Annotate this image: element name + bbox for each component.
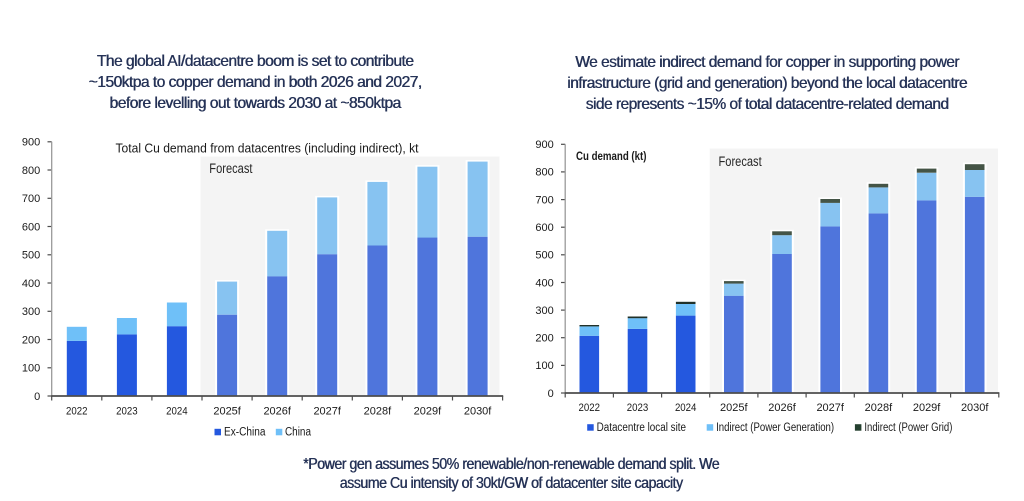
- svg-text:500: 500: [22, 250, 40, 262]
- svg-text:Cu demand (kt): Cu demand (kt): [576, 151, 647, 163]
- svg-text:2029f: 2029f: [414, 406, 442, 418]
- svg-text:2024: 2024: [675, 402, 697, 414]
- svg-text:600: 600: [535, 222, 553, 234]
- svg-text:Indirect (Power Grid): Indirect (Power Grid): [864, 422, 952, 434]
- svg-text:2029f: 2029f: [913, 402, 941, 414]
- svg-text:300: 300: [22, 306, 40, 318]
- svg-text:China: China: [285, 426, 312, 438]
- svg-text:2022: 2022: [579, 402, 601, 414]
- svg-text:2023: 2023: [627, 402, 649, 414]
- svg-text:700: 700: [22, 193, 40, 205]
- svg-text:700: 700: [535, 194, 553, 206]
- svg-text:2028f: 2028f: [865, 402, 893, 414]
- svg-text:400: 400: [535, 277, 553, 289]
- svg-text:0: 0: [548, 388, 554, 400]
- svg-text:300: 300: [535, 305, 553, 317]
- svg-text:Datacentre local site: Datacentre local site: [597, 422, 686, 434]
- svg-text:Indirect (Power Generation): Indirect (Power Generation): [716, 422, 834, 434]
- svg-text:2030f: 2030f: [464, 406, 492, 418]
- svg-text:100: 100: [535, 360, 553, 372]
- svg-text:800: 800: [535, 167, 553, 179]
- svg-text:2028f: 2028f: [364, 406, 392, 418]
- svg-text:Forecast: Forecast: [719, 154, 762, 169]
- svg-text:2022: 2022: [66, 406, 88, 418]
- svg-text:Ex-China: Ex-China: [224, 426, 266, 438]
- svg-text:200: 200: [535, 333, 553, 345]
- svg-text:2027f: 2027f: [313, 406, 341, 418]
- svg-text:Forecast: Forecast: [209, 161, 252, 176]
- svg-text:800: 800: [22, 165, 40, 177]
- svg-text:2025f: 2025f: [720, 402, 748, 414]
- svg-text:100: 100: [22, 363, 40, 375]
- svg-text:200: 200: [22, 334, 40, 346]
- svg-text:0: 0: [34, 391, 40, 403]
- svg-text:2025f: 2025f: [213, 406, 241, 418]
- svg-text:2027f: 2027f: [816, 402, 844, 414]
- svg-text:2024: 2024: [166, 406, 188, 418]
- svg-text:2030f: 2030f: [961, 402, 989, 414]
- svg-text:900: 900: [22, 137, 40, 149]
- svg-text:2023: 2023: [116, 406, 138, 418]
- svg-text:600: 600: [22, 221, 40, 233]
- svg-text:Total Cu demand from datacentr: Total Cu demand from datacentres (includ…: [116, 141, 419, 156]
- svg-text:2026f: 2026f: [263, 406, 291, 418]
- svg-text:2026f: 2026f: [768, 402, 796, 414]
- svg-text:400: 400: [22, 278, 40, 290]
- svg-text:900: 900: [535, 139, 553, 151]
- svg-text:500: 500: [535, 250, 553, 262]
